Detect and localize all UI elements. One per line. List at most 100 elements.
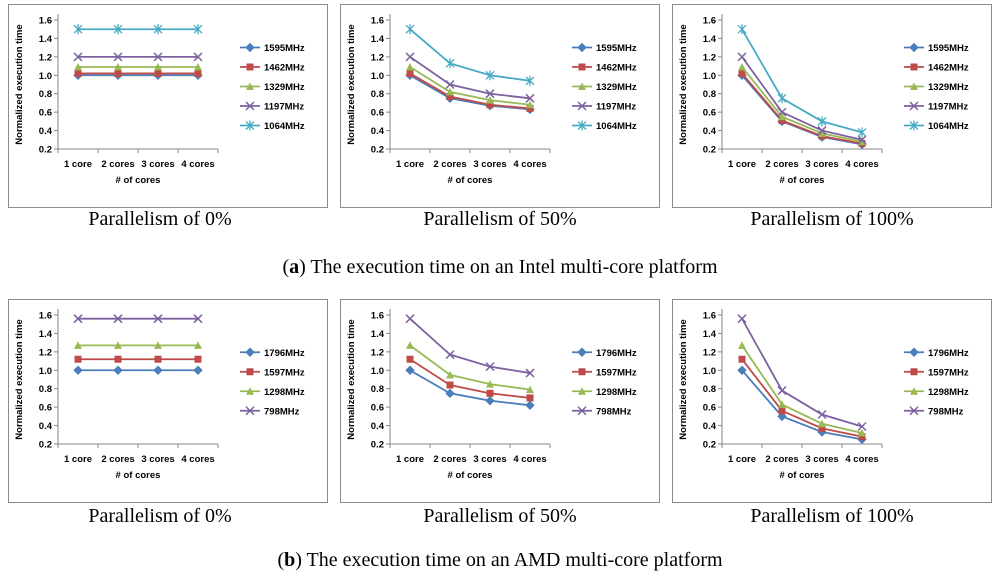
x-axis-title: # of cores (448, 175, 493, 186)
subcaption-intel-100: Parallelism of 100% (750, 208, 914, 230)
y-tick-label: 0.8 (703, 89, 716, 100)
data-point-1298MHz (406, 341, 414, 349)
x-tick-label: 4 cores (513, 454, 546, 465)
legend-marker-1462MHz (910, 63, 918, 71)
legend-marker-798MHz (245, 406, 255, 416)
series-line-1197MHz (409, 56, 531, 100)
figure-caption-a: (a) The execution time on an Intel multi… (282, 256, 718, 278)
y-tick-label: 1.0 (371, 71, 384, 82)
subcaption-amd-0: Parallelism of 0% (88, 505, 232, 527)
legend-marker-1197MHz (577, 101, 587, 111)
y-axis-title: Normalized execution time (14, 24, 25, 144)
data-point-1064MHz (857, 127, 867, 138)
series-line-1462MHz (741, 72, 863, 145)
chart-frame (672, 4, 992, 208)
x-axis-title: # of cores (448, 470, 493, 481)
data-point-1597MHz (738, 355, 746, 363)
data-point-1329MHz (526, 100, 534, 109)
series-line-798MHz (409, 318, 531, 374)
data-point-1197MHz (817, 126, 827, 136)
legend-marker-1197MHz-stroke-b (245, 101, 255, 111)
data-point-1064MHz (445, 58, 455, 69)
legend-marker-798MHz (577, 406, 587, 416)
x-tick-label: 3 cores (141, 159, 174, 170)
data-point-1064MHz (193, 24, 203, 35)
legend-label: 1462MHz (928, 63, 969, 74)
data-point-798MHz-stroke-b (777, 386, 787, 396)
data-point-1329MHz (446, 87, 454, 96)
data-point-1329MHz (194, 62, 202, 71)
data-point-1796MHz (153, 365, 163, 375)
y-tick-label: 1.0 (703, 71, 716, 82)
data-point-798MHz-stroke-b (485, 362, 495, 372)
series-line-1298MHz (741, 344, 863, 434)
data-point-798MHz (485, 362, 495, 372)
legend-label: 1595MHz (596, 43, 637, 54)
caption-letter-a: a (289, 256, 300, 278)
series-line-1597MHz (741, 358, 863, 438)
y-tick-label: 0.4 (703, 126, 717, 137)
series-line-1796MHz (741, 369, 863, 441)
data-point-798MHz (405, 314, 415, 324)
chart-intel-parallelism-50: 0.2 0.4 0.6 0.8 1.0 1.2 1.4 1.6 1 core 2 cores 3 c… (340, 4, 660, 208)
y-tick-label: 1.4 (371, 34, 385, 45)
data-point-1329MHz (858, 137, 866, 146)
data-point-798MHz (445, 350, 455, 360)
y-tick-label: 0.8 (39, 384, 52, 395)
data-point-1197MHz-stroke-b (153, 52, 163, 62)
x-tick-label: 2 cores (101, 454, 134, 465)
subcaption-amd-100: Parallelism of 100% (750, 505, 914, 527)
data-point-1064MHz (485, 70, 495, 81)
x-axis-title: # of cores (780, 175, 825, 186)
legend-label: 1597MHz (264, 367, 305, 378)
legend-marker-1595MHz (909, 42, 919, 53)
data-point-1197MHz-stroke-b (193, 52, 203, 62)
data-point-1298MHz (738, 341, 746, 349)
legend-marker-1595MHz (245, 42, 255, 53)
chart-panel-intel-100: 0.2 0.4 0.6 0.8 1.0 1.2 1.4 1.6 1 core 2 cores 3 c… (672, 4, 992, 208)
data-point-798MHz (737, 314, 747, 324)
y-tick-label: 0.6 (371, 403, 384, 414)
data-point-798MHz-stroke-b (737, 314, 747, 324)
data-point-1064MHz (817, 116, 827, 127)
y-axis-title: Normalized execution time (346, 24, 357, 144)
legend-marker-1197MHz-stroke-b (909, 101, 919, 111)
legend-marker-1298MHz (246, 387, 254, 395)
y-tick-label: 1.2 (371, 347, 384, 358)
data-point-1329MHz (114, 62, 122, 71)
legend-label: 1796MHz (928, 348, 969, 359)
data-point-1197MHz (405, 52, 415, 62)
data-point-1197MHz (485, 89, 495, 99)
x-tick-label: 1 core (396, 454, 424, 465)
x-axis-title: # of cores (116, 470, 161, 481)
data-point-1329MHz (818, 129, 826, 137)
data-point-798MHz-stroke-b (445, 350, 455, 360)
data-point-1298MHz (194, 341, 202, 349)
legend-label: 1597MHz (928, 367, 969, 378)
series-line-1064MHz (741, 28, 863, 134)
chart-panel-intel-0: 0.2 0.4 0.6 0.8 1.0 1.2 1.4 1.6 1 core 2 cores 3 c… (8, 4, 328, 208)
y-tick-label: 1.6 (371, 311, 384, 322)
data-point-1597MHz (154, 355, 162, 363)
series-line-1329MHz (409, 66, 531, 106)
data-point-1197MHz-stroke-b (737, 52, 747, 62)
series-line-1796MHz (409, 369, 531, 407)
legend-label: 1197MHz (596, 102, 636, 113)
data-point-1197MHz-stroke-b (817, 126, 827, 136)
chart-intel-parallelism-0: 0.2 0.4 0.6 0.8 1.0 1.2 1.4 1.6 1 core 2 cores 3 c… (8, 4, 328, 208)
data-point-1329MHz (74, 62, 82, 71)
legend-label: 798MHz (596, 406, 632, 417)
legend-marker-798MHz (909, 406, 919, 416)
data-point-1197MHz-stroke-b (445, 79, 455, 90)
figure-caption-b: (b) The execution time on an AMD multi-c… (277, 549, 723, 571)
x-axis-title: # of cores (780, 470, 825, 481)
legend-marker-1796MHz (577, 347, 587, 357)
data-point-1462MHz (778, 116, 786, 124)
data-point-1197MHz (737, 52, 747, 62)
data-point-1298MHz (526, 385, 534, 394)
data-point-1597MHz (778, 407, 786, 415)
legend-marker-1329MHz (578, 82, 586, 90)
series-line-1197MHz (741, 56, 863, 141)
data-point-1298MHz (74, 341, 82, 349)
data-point-798MHz (525, 368, 535, 378)
